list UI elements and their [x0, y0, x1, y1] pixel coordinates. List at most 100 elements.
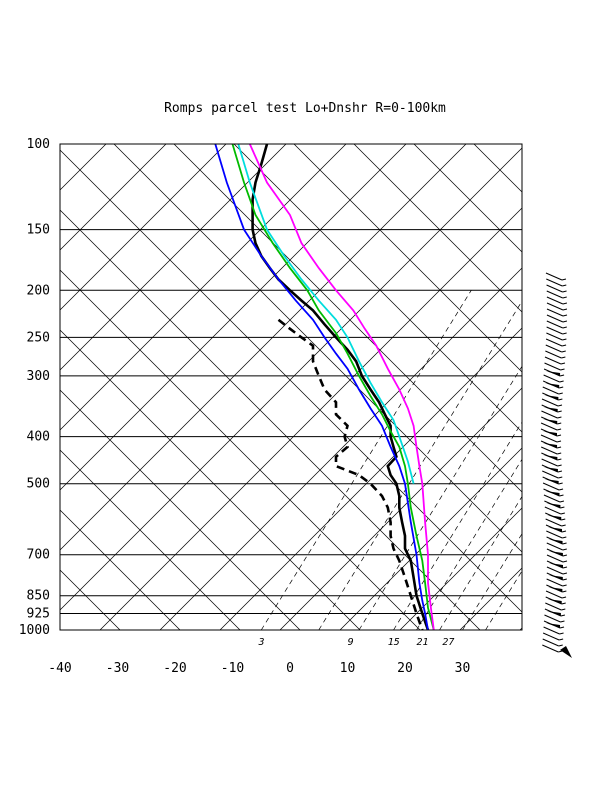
wind-barb: [562, 284, 567, 287]
chart-title: Romps parcel test Lo+Dnshr R=0-100km: [164, 101, 446, 116]
wind-barb: [562, 314, 568, 317]
wind-barb: [559, 632, 564, 635]
isotherm-line: [339, 447, 522, 630]
wind-barb: [556, 428, 562, 431]
temperature-tick-label: -30: [106, 661, 129, 676]
wind-barb: [562, 338, 567, 341]
wind-barb-flag: [546, 623, 561, 628]
pressure-tick-label: 150: [27, 223, 50, 238]
wind-barb-flag: [547, 599, 562, 604]
wind-barb: [562, 326, 567, 329]
wind-barb-flag: [548, 527, 563, 532]
wind-barb: [559, 386, 564, 389]
wind-barb: [561, 518, 566, 521]
profile-line: [248, 144, 435, 630]
temperature-tick-label: 0: [286, 661, 294, 676]
wind-barb-feather: [546, 296, 564, 305]
mixing-ratio-line: [485, 570, 522, 630]
isotherm-line: [519, 627, 522, 630]
dry-adiabat-line: [420, 30, 612, 630]
wind-barb: [557, 470, 563, 473]
wind-barb-flag: [545, 491, 560, 496]
dry-adiabat-line: [413, 144, 522, 253]
isotherm-line: [159, 267, 522, 630]
background-lines: [0, 30, 612, 630]
wind-barb: [562, 296, 567, 299]
wind-barb-feather: [540, 422, 558, 431]
pressure-tick-label: 925: [27, 607, 50, 622]
sounding-profiles: [214, 144, 435, 630]
isotherm-line: [399, 507, 522, 630]
wind-barb-feather: [545, 344, 562, 353]
temperature-tick-label: 10: [340, 661, 356, 676]
isotherm-line: [60, 144, 347, 431]
isotherm-line: [279, 387, 522, 630]
pressure-tick-label: 100: [27, 137, 50, 152]
wind-barb-flag: [543, 431, 558, 436]
wind-barb-flag: [544, 479, 559, 484]
wind-barb: [561, 524, 566, 527]
wind-barb-feather: [542, 386, 559, 395]
wind-barb-feather: [543, 626, 560, 635]
plot-frame: [59, 143, 523, 631]
wind-barb-feather: [546, 302, 564, 311]
pressure-tick-label: 500: [27, 477, 50, 492]
mixing-ratio-labels: 3 9 15 21 27: [257, 637, 454, 648]
wind-barb: [556, 440, 562, 443]
wind-barb: [560, 614, 566, 617]
wind-barb-flag: [546, 611, 561, 616]
temperature-axis: -40 -30 -20 -10 0 10 20 30: [48, 661, 470, 676]
wind-barb: [561, 344, 567, 347]
wind-barb-feather: [542, 482, 560, 491]
wind-barb-feather: [542, 632, 560, 641]
mixing-ratio-line: [318, 300, 522, 630]
wind-barb: [561, 356, 566, 359]
wind-barb: [557, 422, 562, 425]
wind-barb: [558, 476, 563, 479]
dry-adiabat-line: [480, 30, 612, 630]
profile-line: [277, 318, 424, 630]
wind-barb-feather: [546, 284, 563, 293]
wind-barb: [557, 464, 562, 467]
mixing-ratio-line: [416, 458, 522, 630]
wind-barb-flag: [543, 407, 558, 412]
mixing-ratio-line: [462, 533, 522, 630]
pressure-tick-label: 850: [27, 589, 50, 604]
profile-line: [251, 144, 430, 630]
wind-barb-feather: [546, 332, 563, 341]
wind-barb: [558, 488, 564, 491]
wind-barb-feather: [544, 356, 562, 365]
dry-adiabat-line: [233, 144, 522, 433]
wind-barb-flag: [546, 503, 561, 508]
mixing-ratio-label: 3: [257, 637, 264, 648]
wind-barb-flag: [543, 455, 558, 460]
temperature-tick-label: 30: [455, 661, 471, 676]
wind-barb: [560, 620, 565, 623]
wind-barb-feather: [545, 350, 562, 359]
wind-barb-feather: [543, 494, 561, 503]
wind-barb: [562, 548, 567, 551]
wind-barb-feather: [543, 374, 560, 383]
wind-barb-feather: [546, 308, 564, 317]
wind-barb: [561, 602, 566, 605]
temperature-tick-label: -10: [221, 661, 244, 676]
wind-barb-flag: [545, 383, 560, 388]
wind-barb: [562, 308, 568, 311]
mixing-ratio-line: [439, 495, 522, 630]
wind-barb: [557, 416, 562, 419]
isotherm-line: [0, 30, 160, 630]
isotherm-line: [60, 144, 467, 551]
pressure-tick-label: 400: [27, 430, 50, 445]
dry-adiabat-line: [293, 144, 522, 373]
wind-barb: [560, 362, 566, 365]
isotherm-line: [580, 30, 612, 630]
wind-barb-feather: [541, 458, 558, 467]
wind-barb: [559, 638, 564, 641]
wind-barb: [562, 320, 568, 323]
wind-barbs: [540, 272, 572, 658]
mixing-ratio-line: [358, 365, 522, 630]
wind-barb: [560, 368, 565, 371]
wind-barb: [557, 404, 563, 407]
wind-barb: [562, 332, 567, 335]
wind-barb: [561, 278, 567, 281]
